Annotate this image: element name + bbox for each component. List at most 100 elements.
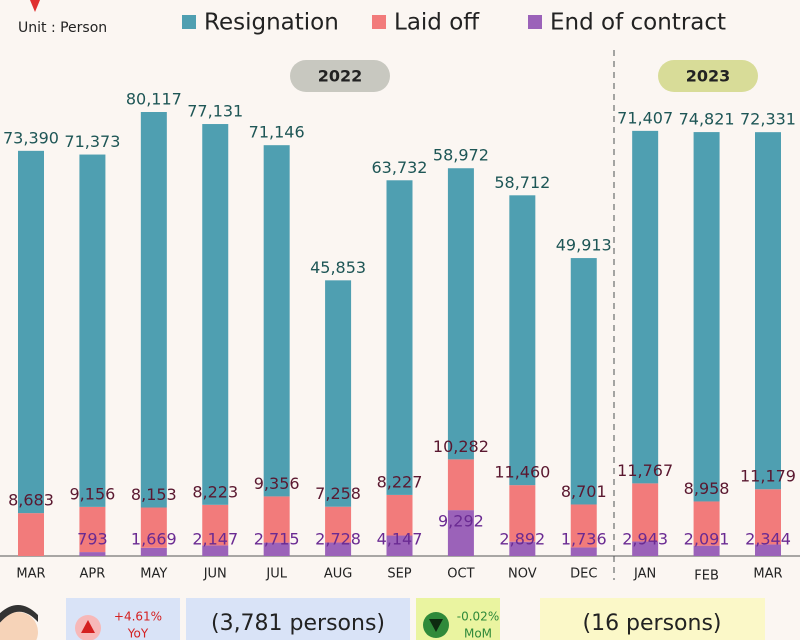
persons: (3,781 persons): [211, 611, 385, 636]
value-label: 1,736: [561, 530, 607, 549]
x-tick-label: JUN: [203, 567, 227, 582]
bar-segment: [386, 494, 413, 536]
bar-segment: [202, 124, 229, 505]
value-label: 2,943: [622, 530, 668, 549]
period: YoY: [127, 627, 149, 640]
bar-segment: [447, 510, 474, 556]
bar-segment: [570, 258, 597, 505]
bar-segment: [570, 504, 597, 548]
bar-segment: [202, 545, 229, 556]
bar-segment: [79, 506, 106, 553]
value-label: 71,407: [617, 108, 673, 127]
value-label: 2,091: [684, 530, 730, 549]
x-tick-label: MAY: [140, 567, 167, 582]
summary-box: [540, 598, 765, 640]
bar-segment: [755, 489, 781, 545]
bar-segment: [509, 195, 536, 486]
change: -0.02%: [457, 610, 499, 624]
bar-segment: [693, 132, 720, 502]
value-label: 11,179: [740, 467, 796, 486]
legend-swatch: [182, 15, 196, 29]
value-label: 2,344: [745, 530, 791, 549]
value-label: 71,146: [249, 123, 305, 142]
avatar: [0, 605, 38, 640]
marker: [30, 0, 40, 12]
value-label: 63,732: [372, 158, 428, 177]
x-tick-label: MAR: [16, 567, 45, 582]
bar-segment: [140, 547, 167, 556]
bar-segment: [325, 542, 352, 556]
year-label: 2022: [318, 67, 363, 86]
value-label: 2,728: [315, 530, 361, 549]
bar-segment: [755, 132, 781, 490]
bar-segment: [263, 496, 290, 543]
legend-label: Resignation: [204, 10, 339, 36]
bar-segment: [140, 112, 167, 508]
down-arrow: [429, 619, 443, 632]
value-label: 8,223: [192, 482, 238, 501]
bar-segment: [263, 542, 290, 556]
value-label: 45,853: [310, 258, 366, 277]
value-label: 80,117: [126, 90, 182, 109]
x-tick-label: OCT: [447, 567, 474, 582]
value-label: 77,131: [187, 102, 243, 121]
value-label: 49,913: [556, 236, 612, 255]
value-label: 2,147: [192, 530, 238, 549]
x-tick-label: SEP: [387, 567, 411, 582]
value-label: 8,701: [561, 482, 607, 501]
value-label: 71,373: [64, 132, 120, 151]
legend-label: End of contract: [550, 10, 726, 36]
bar-segment: [632, 483, 659, 542]
value-label: 72,331: [740, 110, 796, 129]
bar-segment: [79, 154, 106, 507]
bar-segment: [18, 150, 44, 514]
bar-segment: [632, 541, 659, 556]
value-label: 8,227: [377, 472, 423, 491]
bar-segment: [18, 513, 44, 556]
bar-segment: [263, 145, 290, 497]
year-pill: [290, 60, 390, 92]
value-label: 793: [77, 530, 108, 549]
bar-segment: [755, 544, 781, 556]
bar-segment: [447, 459, 474, 511]
value-label: 2,715: [254, 530, 300, 549]
period: MoM: [464, 627, 492, 640]
value-label: 8,683: [8, 491, 54, 510]
value-label: 9,156: [70, 484, 116, 503]
value-label: 9,292: [438, 512, 484, 531]
bar-segment: [693, 545, 720, 556]
x-tick-label: MAR: [753, 567, 782, 582]
up-arrow: [81, 620, 95, 633]
bar-segment: [447, 168, 474, 460]
value-label: 2,892: [499, 530, 545, 549]
bar-segment: [386, 180, 413, 495]
value-label: 8,958: [684, 479, 730, 498]
value-label: 9,356: [254, 474, 300, 493]
bar-segment: [632, 130, 659, 484]
value-label: 74,821: [679, 110, 735, 129]
x-tick-label: FEB: [694, 569, 719, 584]
change: +4.61%: [114, 610, 162, 624]
x-tick-label: NOV: [508, 567, 537, 582]
legend-swatch: [372, 15, 386, 29]
value-label: 58,972: [433, 146, 489, 165]
value-label: 4,147: [377, 530, 423, 549]
x-tick-label: JAN: [633, 567, 656, 582]
bar-segment: [325, 280, 352, 507]
bar-segment: [570, 547, 597, 556]
value-label: 11,460: [494, 463, 550, 482]
summary-box: [186, 598, 410, 640]
bar-segment: [509, 485, 536, 542]
year-pill: [658, 60, 758, 92]
value-label: 1,669: [131, 530, 177, 549]
x-tick-label: JUL: [265, 567, 287, 582]
value-label: 11,767: [617, 461, 673, 480]
bar-segment: [509, 541, 536, 556]
bar-segment: [325, 506, 352, 543]
bar-segment: [140, 507, 167, 548]
persons: (16 persons): [582, 611, 721, 636]
legend-swatch: [528, 15, 542, 29]
value-label: 7,258: [315, 484, 361, 503]
unit-label: Unit : Person: [18, 20, 107, 36]
